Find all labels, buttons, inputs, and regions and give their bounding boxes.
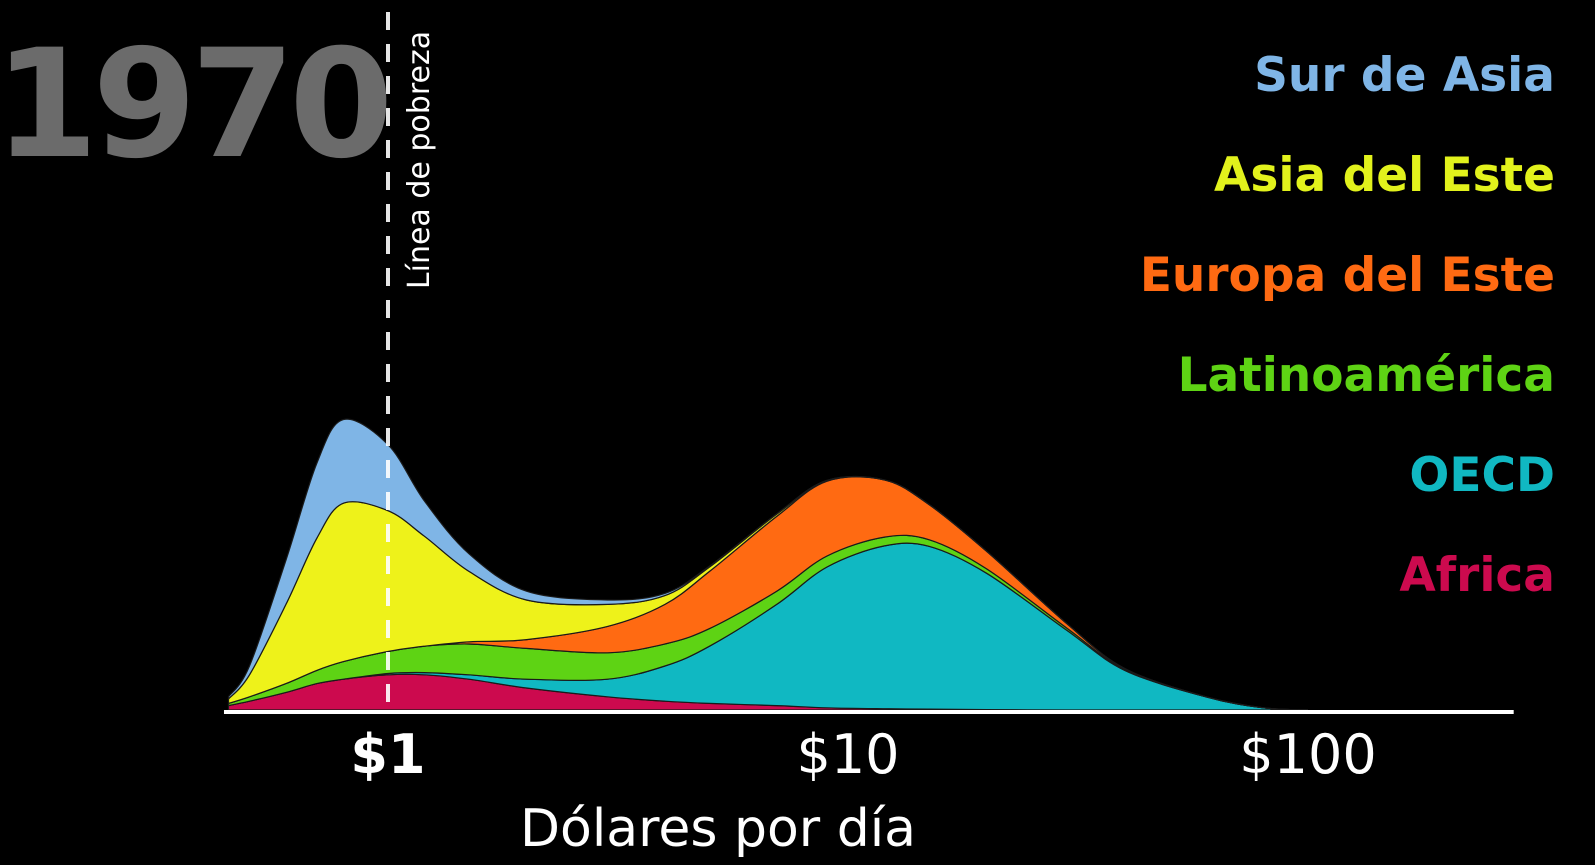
chart-title-year: 1970	[0, 18, 393, 192]
x-axis-label: Dólares por día	[519, 799, 917, 859]
legend-item-europa-del-este: Europa del Este	[1139, 248, 1555, 303]
x-tick-label: $10	[796, 723, 900, 786]
legend-item-africa: Africa	[1399, 548, 1555, 603]
stacked-areas	[227, 418, 1309, 711]
x-tick-label: $1	[350, 723, 426, 786]
area-sur-de-asia	[227, 418, 1309, 711]
poverty-line-label: Línea de pobreza	[402, 30, 437, 290]
legend-item-asia-del-este: Asia del Este	[1214, 148, 1555, 203]
x-tick-label: $100	[1239, 723, 1377, 786]
legend-item-sur-de-asia: Sur de Asia	[1254, 48, 1555, 103]
legend-item-oecd: OECD	[1409, 448, 1555, 503]
legend-item-latinoam-rica: Latinoamérica	[1177, 348, 1555, 403]
